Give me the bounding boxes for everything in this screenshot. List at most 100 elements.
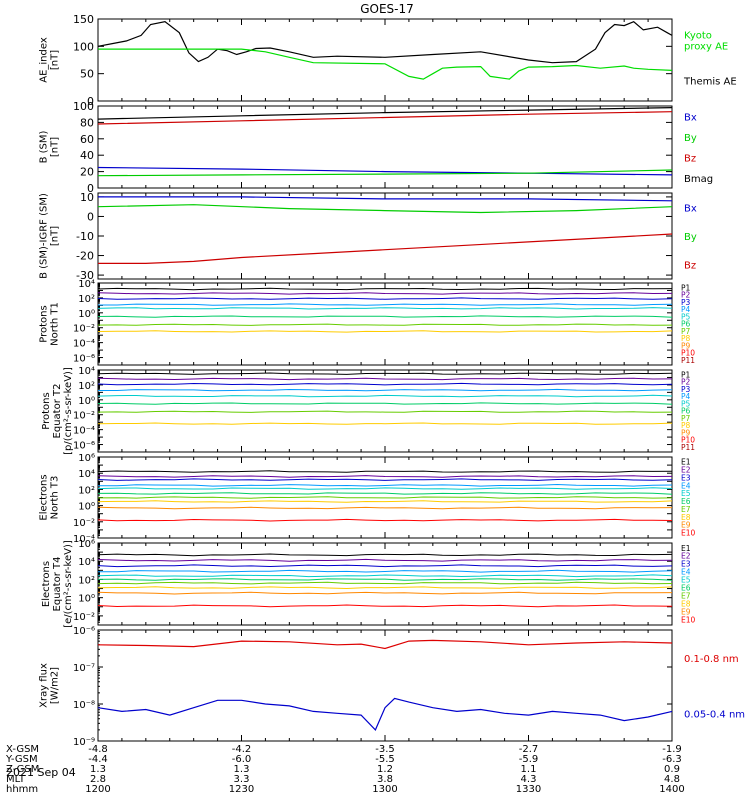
y-axis-label: [nT] <box>50 137 61 157</box>
channel-line <box>97 330 673 333</box>
channel-line <box>97 307 673 310</box>
y-tick-label: 20 <box>80 166 94 179</box>
panel-ae: 0 50 100 150 AE_index [nT] Kyoto proxy AE Themis… <box>39 13 737 108</box>
channel-label: E2 <box>681 552 691 561</box>
y-tick-label: 0 <box>87 182 94 195</box>
channel-label: P7 <box>681 327 691 336</box>
channel-label: P9 <box>681 428 691 437</box>
channel-label: P9 <box>681 341 691 350</box>
coord-value: 1400 <box>659 784 684 795</box>
y-axis-label: Protons <box>41 392 52 429</box>
channel-line <box>97 470 673 473</box>
channel-label: E1 <box>681 458 691 467</box>
channel-label: E10 <box>681 528 696 537</box>
channel-line <box>97 394 673 398</box>
figure-title: GOES-17 <box>360 2 414 16</box>
y-axis-label: Equator T2 <box>52 384 63 439</box>
y-axis-label: [e/(cm²-s-sr-keV)] <box>63 540 74 628</box>
channel-line <box>97 553 673 557</box>
channel-label: E3 <box>681 473 691 482</box>
channel-line <box>97 581 673 585</box>
y-tick-label: 80 <box>80 116 94 129</box>
channel-label: E8 <box>681 513 691 522</box>
legend-label-line: By <box>684 232 697 243</box>
channel-line <box>98 303 673 306</box>
coord-value: -2.7 <box>519 744 539 755</box>
y-tick-label: 10⁴ <box>78 469 95 480</box>
y-tick-label: 100 <box>73 100 94 113</box>
legend-label-line: Bmag <box>684 174 713 185</box>
channel-label: E10 <box>681 615 696 624</box>
legend-label-line: Bz <box>684 261 696 272</box>
legend-label: Bz <box>684 153 696 164</box>
channel-line <box>97 410 673 413</box>
y-tick-label: 10 <box>80 191 94 204</box>
channel-label: P6 <box>681 407 691 416</box>
y-tick-label: 10⁻² <box>73 324 95 335</box>
coord-row-label: X-GSM <box>6 744 39 755</box>
series-line <box>97 169 673 177</box>
y-axis-label: [W/m2] <box>50 667 61 704</box>
legend-label-line: 0.1-0.8 nm <box>684 654 739 665</box>
channel-label: P10 <box>681 436 695 445</box>
y-axis-label: B (SM) <box>39 130 50 163</box>
channel-label: E5 <box>681 489 691 498</box>
channel-line <box>97 500 673 503</box>
coord-value: -6.3 <box>662 754 682 765</box>
y-tick-label: 0 <box>87 95 94 108</box>
series-line <box>97 107 673 120</box>
panel-protons_t2: 10⁻⁶ 10⁻⁴ 10⁻² 10⁰ 10² 10⁴ Protons Equator T2 [p… <box>41 366 695 455</box>
legend-label: 0.1-0.8 nm <box>684 654 739 665</box>
channel-label: P3 <box>681 385 691 394</box>
y-tick-label: 10⁴ <box>78 279 95 290</box>
coord-value: 1330 <box>516 784 541 795</box>
coord-value: -6.0 <box>232 754 252 765</box>
channel-label: P6 <box>681 320 691 329</box>
channel-label: E5 <box>681 576 691 585</box>
channel-line <box>97 292 673 295</box>
y-tick-label: 10⁻⁶ <box>73 441 95 452</box>
channel-line <box>97 574 673 578</box>
channel-label: P11 <box>681 443 695 452</box>
y-axis-label: [nT] <box>50 50 61 70</box>
y-tick-label: 10⁰ <box>78 502 95 513</box>
coord-row-label: Y-GSM <box>5 754 38 765</box>
coord-value: 3.3 <box>234 774 250 785</box>
channel-line <box>97 506 673 510</box>
y-tick-label: 10⁻² <box>73 612 95 623</box>
y-tick-label: 10⁻⁴ <box>73 339 95 350</box>
channel-label: P2 <box>681 378 691 387</box>
legend-label: By <box>684 133 697 144</box>
channel-line <box>97 478 673 481</box>
legend-label-line: Bz <box>684 153 696 164</box>
y-tick-label: 10² <box>78 575 95 586</box>
coord-value: 0.9 <box>664 764 680 775</box>
y-tick-label: 10⁴ <box>78 557 95 568</box>
y-tick-label: 10⁻² <box>73 518 95 529</box>
channel-label: E9 <box>681 521 691 530</box>
y-axis-label: North T1 <box>50 302 61 346</box>
coordinate-table: X-GSM -4.8 -4.2 -3.5 -2.7 -1.9 Y-GSM -4.4 -6.0 -5… <box>5 744 685 795</box>
channel-line <box>98 483 673 487</box>
panel-protons_t1: 10⁻⁶ 10⁻⁴ 10⁻² 10⁰ 10² 10⁴ Protons North T1 P1P2… <box>39 279 695 366</box>
channel-label: E9 <box>681 607 691 616</box>
y-tick-label: 10⁰ <box>78 396 95 407</box>
panel-xray: 10⁻⁹ 10⁻⁸ 10⁻⁷ 10⁻⁶ Xray flux [W/m2] 0.1-0.8 n… <box>39 626 746 748</box>
coord-value: 2.8 <box>90 774 106 785</box>
channel-label: P11 <box>681 356 695 365</box>
channel-line <box>97 487 673 490</box>
series-line <box>97 697 673 731</box>
coord-row-label: hhmm <box>6 784 38 795</box>
series-line <box>97 204 673 214</box>
coord-value: 4.3 <box>521 774 537 785</box>
y-tick-label: 10² <box>78 294 95 305</box>
y-tick-label: 10⁻⁹ <box>73 737 95 748</box>
y-tick-label: 150 <box>73 13 94 26</box>
coord-value: -5.9 <box>519 754 539 765</box>
channel-line <box>97 604 673 608</box>
coord-value: -5.5 <box>375 754 395 765</box>
channel-line <box>97 578 673 581</box>
